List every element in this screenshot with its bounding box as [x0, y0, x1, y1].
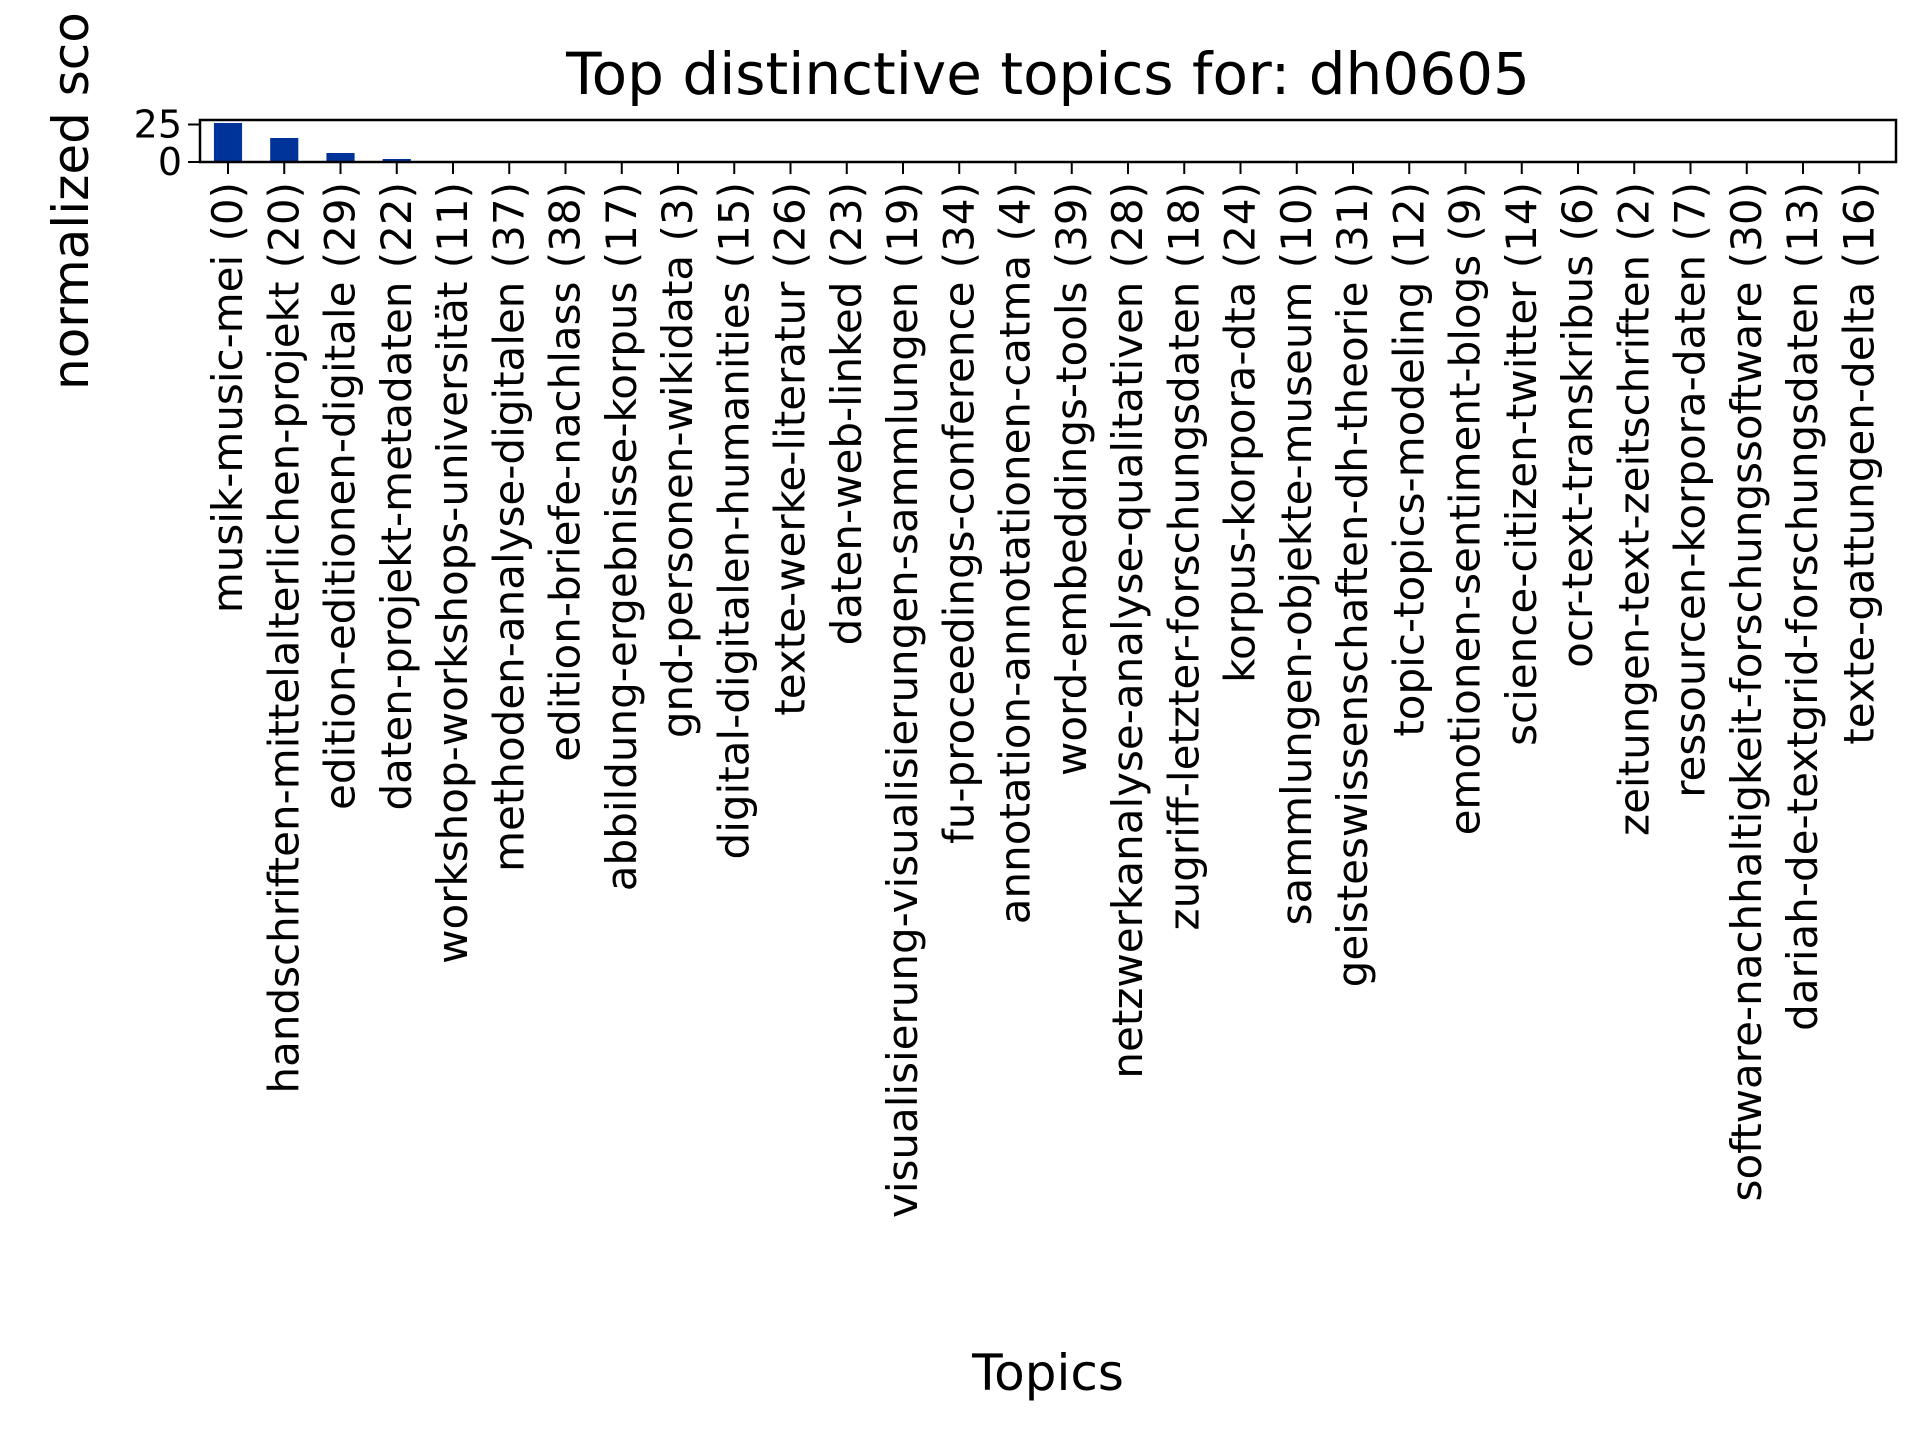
x-tick-label: fu-proceedings-conference (34) — [934, 182, 983, 844]
bars-group — [213, 123, 1874, 162]
x-tick-label: zeitungen-text-zeitschriften (2) — [1609, 182, 1658, 836]
x-tick-label: edition-editionen-digitale (29) — [316, 182, 365, 810]
x-axis-ticks: musik-music-mei (0) handschriften-mittela… — [203, 162, 1883, 1218]
chart-title: Top distinctive topics for: dh0605 — [565, 40, 1530, 108]
x-tick-label: texte-werke-literatur (26) — [766, 182, 815, 716]
x-tick-label: annotation-annotationen-catma (4) — [991, 182, 1040, 924]
y-tick-label: 0 — [158, 140, 182, 184]
x-tick-label: edition-briefe-nachlass (38) — [541, 182, 590, 762]
x-tick-label: sammlungen-objekte-museum (10) — [1272, 182, 1321, 925]
x-tick-label: science-citizen-twitter (14) — [1497, 182, 1546, 746]
bar — [270, 138, 299, 162]
y-tick-label: 25 — [134, 103, 182, 147]
x-tick-label: handschriften-mittelalterlichen-projekt … — [259, 182, 308, 1094]
x-tick-label: software-nachhaltigkeit-forschungssoftwa… — [1722, 182, 1771, 1201]
x-tick-label: ressourcen-korpora-daten (7) — [1666, 182, 1715, 798]
x-tick-label: emotionen-sentiment-blogs (9) — [1441, 182, 1490, 835]
x-tick-label: daten-web-linked (23) — [822, 182, 871, 645]
x-tick-label: abbildung-ergebnisse-korpus (17) — [597, 182, 646, 891]
bar — [382, 159, 411, 162]
y-axis-ticks: 025 — [134, 103, 200, 184]
x-tick-label: netzwerkanalyse-analyse-qualitativen (28… — [1103, 182, 1152, 1079]
x-tick-label: dariah-de-textgrid-forschungsdaten (13) — [1778, 182, 1827, 1031]
x-tick-label: visualisierung-visualisierungen-sammlung… — [878, 182, 927, 1218]
x-tick-label: methoden-analyse-digitalen (37) — [484, 182, 533, 872]
bar — [326, 153, 355, 162]
x-tick-label: geisteswissenschaften-dh-theorie (31) — [1328, 182, 1377, 987]
x-tick-label: musik-music-mei (0) — [203, 182, 252, 613]
x-tick-label: gnd-personen-wikidata (3) — [653, 182, 702, 738]
x-tick-label: word-embeddings-tools (39) — [1047, 182, 1096, 776]
x-axis-label: Topics — [971, 1344, 1124, 1402]
x-tick-label: digital-digitalen-humanities (15) — [709, 182, 758, 859]
plot-frame — [198, 118, 1898, 164]
x-tick-label: daten-projekt-metadaten (22) — [372, 182, 421, 810]
x-tick-label: topic-topics-modeling (12) — [1384, 182, 1433, 737]
x-tick-label: workshop-workshops-universität (11) — [428, 182, 477, 964]
x-tick-label: texte-gattungen-delta (16) — [1834, 182, 1883, 745]
y-axis-label: normalized sco — [42, 12, 100, 390]
x-tick-label: ocr-text-transkribus (6) — [1553, 182, 1602, 668]
x-tick-label: korpus-korpora-dta (24) — [1216, 182, 1265, 683]
bar — [213, 123, 243, 162]
x-tick-label: zugriff-letzter-forschungsdaten (18) — [1159, 182, 1208, 930]
